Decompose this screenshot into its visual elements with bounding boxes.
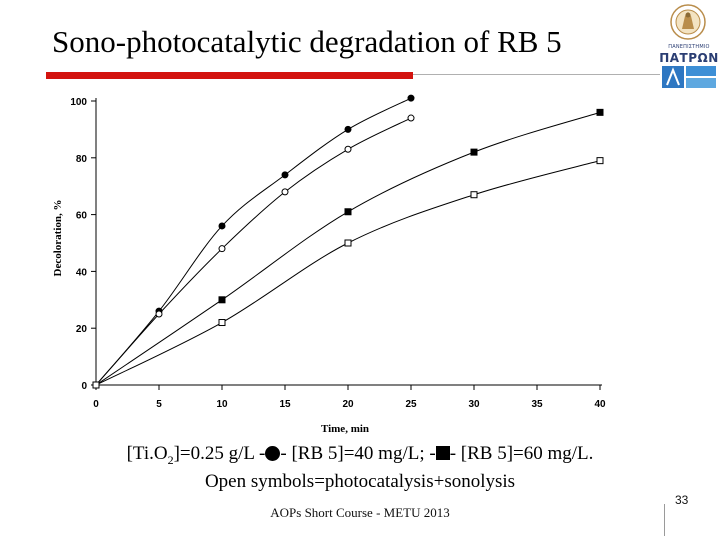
data-point-open-square: [218, 319, 226, 327]
data-point-filled-square: [470, 148, 478, 156]
university-logo: ΠΑΝΕΠΙΣΤΗΜΙΟ ΠΑΤΡΩΝ: [658, 2, 718, 92]
slide-title: Sono-photocatalytic degradation of RB 5: [52, 24, 562, 59]
y-tick-label: 20: [76, 324, 88, 335]
title-underline-accent: [46, 72, 413, 79]
data-point-filled-circle: [218, 222, 226, 230]
logo-emblems: [662, 66, 716, 88]
x-tick-label: 15: [279, 399, 291, 410]
y-tick-label: 60: [76, 211, 88, 222]
slide-footer: AOPs Short Course - METU 2013: [270, 505, 450, 520]
series-line-open-circle: [95, 117, 412, 386]
data-point-filled-circle: [407, 94, 415, 102]
filled-square-icon: [435, 446, 450, 460]
x-axis-label: Time, min: [321, 423, 369, 435]
page-number: 33: [675, 493, 689, 507]
data-point-open-circle: [155, 310, 163, 318]
chart-caption-line1: [Ti.O2]=0.25 g/L - - [RB 5]=40 mg/L; - - […: [0, 443, 720, 468]
data-point-filled-square: [596, 108, 604, 116]
data-point-filled-circle: [344, 125, 352, 133]
data-point-open-square: [92, 381, 100, 389]
series-line-open-square: [95, 160, 601, 386]
x-tick-label: 5: [156, 399, 162, 410]
data-point-open-circle: [407, 114, 415, 122]
data-point-open-square: [344, 239, 352, 247]
title-underline-rule: [413, 74, 660, 75]
y-tick-label: 80: [76, 154, 88, 165]
x-tick-label: 0: [93, 399, 99, 410]
y-tick-label: 0: [81, 381, 87, 392]
data-point-open-circle: [281, 188, 289, 196]
filled-circle-icon: [265, 446, 281, 461]
university-of-patras-logo-icon: [670, 4, 706, 40]
page-number-divider: [664, 504, 665, 536]
logo-text-top: ΠΑΝΕΠΙΣΤΗΜΙΟ: [668, 44, 710, 50]
caption-part4: - [RB 5]=60 mg/L.: [449, 443, 594, 464]
x-tick-label: 20: [342, 399, 354, 410]
caption-subscript: 2: [167, 452, 174, 467]
chart-caption-line2: Open symbols=photocatalysis+sonolysis: [204, 471, 516, 492]
y-tick-label: 100: [70, 97, 87, 108]
caption-part3: - [RB 5]=40 mg/L; -: [280, 443, 436, 464]
x-tick-label: 25: [405, 399, 417, 410]
x-tick-label: 35: [531, 399, 543, 410]
data-point-filled-circle: [281, 171, 289, 179]
data-point-filled-square: [218, 296, 226, 304]
data-point-open-square: [596, 157, 604, 165]
x-tick-label: 10: [216, 399, 228, 410]
x-tick-label: 30: [468, 399, 480, 410]
caption-prefix: [Ti.O: [126, 443, 168, 464]
y-tick-label: 40: [76, 267, 88, 278]
data-point-open-circle: [218, 245, 226, 253]
series-line-filled-square: [95, 111, 601, 386]
logo-text-main: ΠΑΤΡΩΝ: [659, 51, 719, 65]
data-point-filled-square: [344, 208, 352, 216]
data-point-open-circle: [344, 145, 352, 153]
x-tick-label: 40: [594, 399, 606, 410]
y-axis-label: Decoloration, %: [52, 200, 64, 277]
caption-part2: ]=0.25 g/L -: [173, 443, 266, 464]
data-point-open-square: [470, 191, 478, 199]
